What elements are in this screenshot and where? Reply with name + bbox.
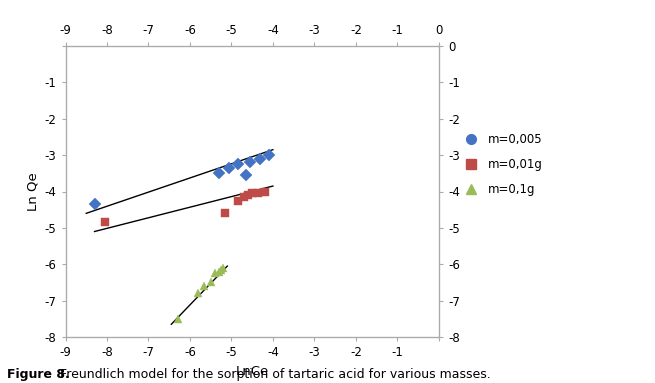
Y-axis label: Ln Qe: Ln Qe	[26, 172, 39, 211]
X-axis label: LnCe: LnCe	[236, 365, 269, 378]
Text: Figure 8.: Figure 8.	[7, 368, 69, 381]
Legend: m=0,005, m=0,01g, m=0,1g: m=0,005, m=0,01g, m=0,1g	[460, 133, 543, 196]
Text: Freundlich model for the sorption of tartaric acid for various masses.: Freundlich model for the sorption of tar…	[56, 368, 491, 381]
